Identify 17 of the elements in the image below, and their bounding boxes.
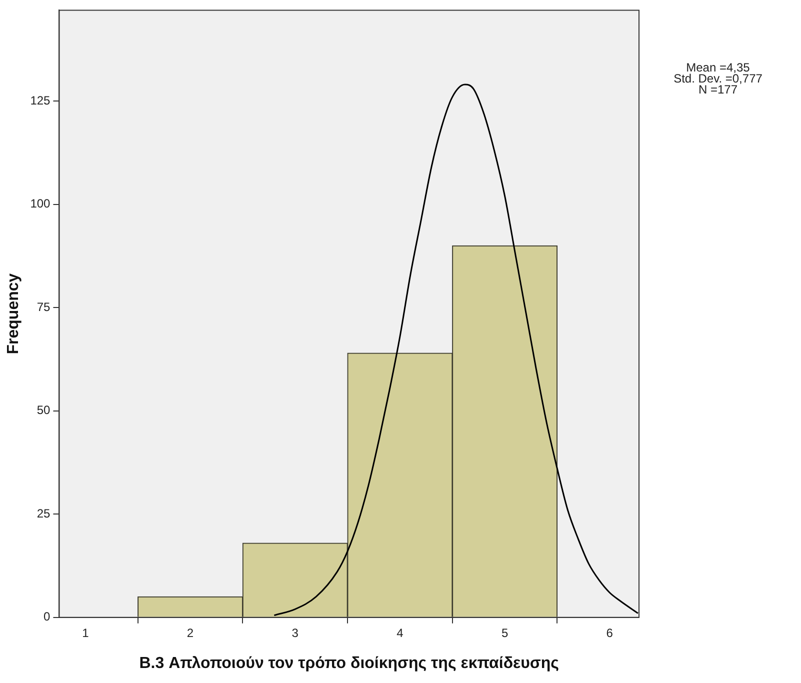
- line-series: [273, 84, 639, 616]
- x-tick-label: 2: [186, 626, 194, 640]
- x-tick-label: 1: [82, 626, 90, 640]
- x-tick-label: 6: [606, 626, 614, 640]
- text: Mean =4,35: [686, 60, 750, 74]
- x-tick-label: 5: [501, 626, 508, 640]
- y-tick-label: 100: [30, 196, 51, 211]
- y-tick-label: 0: [44, 610, 51, 624]
- x-axis-title: B.3 Απλοποιούν τον τρόπο διοίκησης της εκπαίδευσης: [139, 654, 559, 672]
- y-tick-label: 25: [36, 506, 51, 520]
- y-tick-label: 125: [30, 93, 51, 108]
- text: N =177: [698, 82, 738, 96]
- x-tick-label: 4: [396, 626, 404, 640]
- y-axis-title: Frequency: [5, 273, 22, 354]
- y-tick-label: 50: [36, 403, 51, 418]
- y-tick-label: 75: [36, 300, 51, 314]
- x-tick-label: 3: [292, 626, 299, 640]
